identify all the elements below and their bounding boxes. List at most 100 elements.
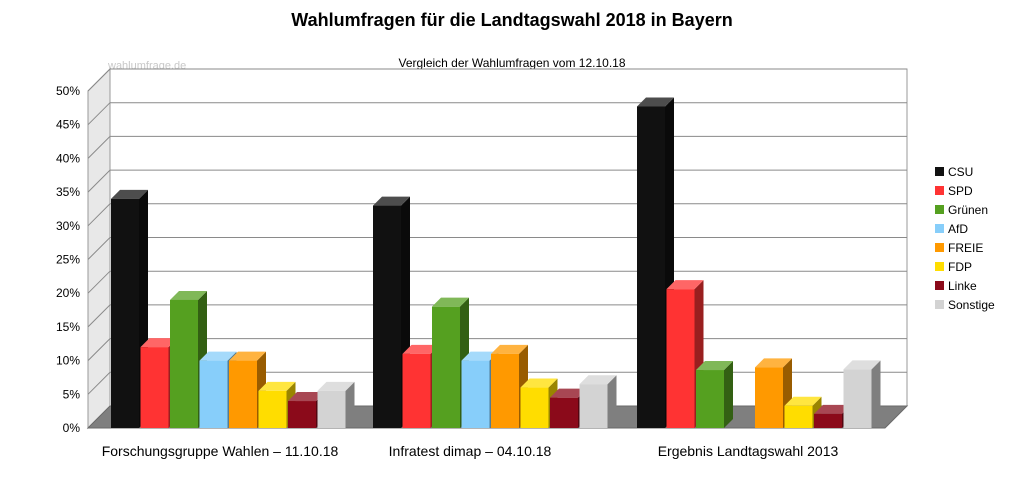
- bar-fdp: [784, 396, 822, 428]
- bar-front: [696, 370, 724, 428]
- legend-swatch: [935, 281, 944, 290]
- bar-top: [461, 351, 499, 361]
- legend-swatch: [935, 243, 944, 252]
- bar-side: [871, 360, 881, 428]
- bar-front: [579, 384, 608, 428]
- bar-front: [140, 347, 169, 428]
- bar-sonstige: [579, 375, 617, 428]
- legend-swatch: [935, 205, 944, 214]
- bar-top: [814, 404, 851, 414]
- legend-swatch: [935, 262, 944, 271]
- gridline: [87, 68, 907, 92]
- bar-front: [432, 306, 460, 428]
- chart-legend: CSU SPD Grünen AfD FREIE FDP Linke Sonstige: [935, 165, 995, 312]
- bar-top: [550, 388, 587, 398]
- y-tick-label: 10%: [56, 354, 80, 368]
- y-axis-ticks: 0% 5% 10% 15% 20% 25% 30% 35% 40% 45% 50%: [56, 84, 80, 435]
- legend-label: FDP: [948, 260, 972, 274]
- x-category-label: Forschungsgruppe Wahlen – 11.10.18: [102, 443, 339, 459]
- legend-label: Sonstige: [948, 298, 995, 312]
- bar-top: [637, 97, 674, 107]
- x-category-label: Infratest dimap – 04.10.18: [389, 443, 552, 459]
- bar-front: [402, 353, 431, 428]
- bar-top: [288, 392, 325, 402]
- bar-top: [140, 338, 178, 348]
- bar-top: [317, 381, 355, 391]
- chart-title: Wahlumfragen für die Landtagswahl 2018 i…: [291, 10, 733, 30]
- bar-grünen: [696, 361, 733, 428]
- bar-front: [666, 289, 695, 428]
- legend-item: SPD: [935, 184, 973, 198]
- y-tick-label: 40%: [56, 151, 80, 165]
- bar-side: [607, 375, 617, 428]
- bar-top: [696, 361, 733, 371]
- legend-swatch: [935, 300, 944, 309]
- legend-swatch: [935, 224, 944, 233]
- legend-item: Sonstige: [935, 298, 995, 312]
- bar-top: [784, 396, 822, 406]
- bar-side: [345, 381, 355, 428]
- legend-item: Linke: [935, 279, 977, 293]
- bar-top: [258, 381, 296, 391]
- bar-top: [111, 189, 148, 199]
- legend-label: Linke: [948, 279, 977, 293]
- x-category-label: Ergebnis Landtagswahl 2013: [658, 443, 839, 459]
- chart-subtitle: Vergleich der Wahlumfragen vom 12.10.18: [398, 56, 626, 70]
- bar-front: [843, 369, 872, 428]
- bar-front: [288, 401, 316, 428]
- y-tick-label: 0%: [63, 421, 81, 435]
- bar-top: [579, 375, 617, 385]
- legend-item: AfD: [935, 222, 968, 236]
- legend-label: Grünen: [948, 203, 988, 217]
- bar-top: [843, 360, 881, 370]
- bar-front: [317, 390, 346, 428]
- bar-front: [111, 198, 139, 428]
- bar-sonstige: [317, 381, 355, 428]
- bar-csu: [373, 196, 410, 428]
- bar-top: [199, 351, 237, 361]
- y-tick-label: 5%: [63, 387, 81, 401]
- bar-top: [402, 344, 440, 354]
- y-tick-label: 45%: [56, 118, 80, 132]
- bar-front: [461, 360, 490, 428]
- y-tick-label: 15%: [56, 320, 80, 334]
- bar-front: [814, 413, 842, 428]
- bar-top: [666, 280, 704, 290]
- legend-swatch: [935, 186, 944, 195]
- bar-sonstige: [843, 360, 881, 428]
- bar-front: [520, 387, 549, 428]
- y-tick-label: 25%: [56, 253, 80, 267]
- bar-top: [432, 297, 469, 307]
- y-tick-label: 35%: [56, 185, 80, 199]
- legend-item: CSU: [935, 165, 973, 179]
- bar-linke: [814, 404, 851, 428]
- chart-bars: [111, 97, 881, 428]
- bar-front: [170, 299, 198, 428]
- legend-label: AfD: [948, 222, 968, 236]
- bar-front: [258, 390, 287, 428]
- bar-front: [755, 367, 783, 428]
- legend-label: SPD: [948, 184, 973, 198]
- bar-front: [199, 360, 228, 428]
- bar-front: [373, 205, 401, 428]
- y-tick-label: 50%: [56, 84, 80, 98]
- legend-item: FDP: [935, 260, 972, 274]
- legend-label: CSU: [948, 165, 973, 179]
- legend-item: Grünen: [935, 203, 988, 217]
- legend-label: FREIE: [948, 241, 983, 255]
- bar-front: [229, 360, 257, 428]
- legend-swatch: [935, 167, 944, 176]
- bar-top: [491, 344, 528, 354]
- bar-front: [784, 405, 813, 428]
- y-tick-label: 20%: [56, 286, 80, 300]
- y-tick-label: 30%: [56, 219, 80, 233]
- bar-side: [724, 361, 733, 428]
- bar-front: [550, 397, 578, 428]
- bar-front: [637, 106, 665, 428]
- bar-top: [229, 351, 266, 361]
- legend-item: FREIE: [935, 241, 983, 255]
- bar-front: [491, 353, 519, 428]
- x-axis-labels: Forschungsgruppe Wahlen – 11.10.18 Infrat…: [102, 443, 839, 459]
- bar-freie: [755, 358, 792, 428]
